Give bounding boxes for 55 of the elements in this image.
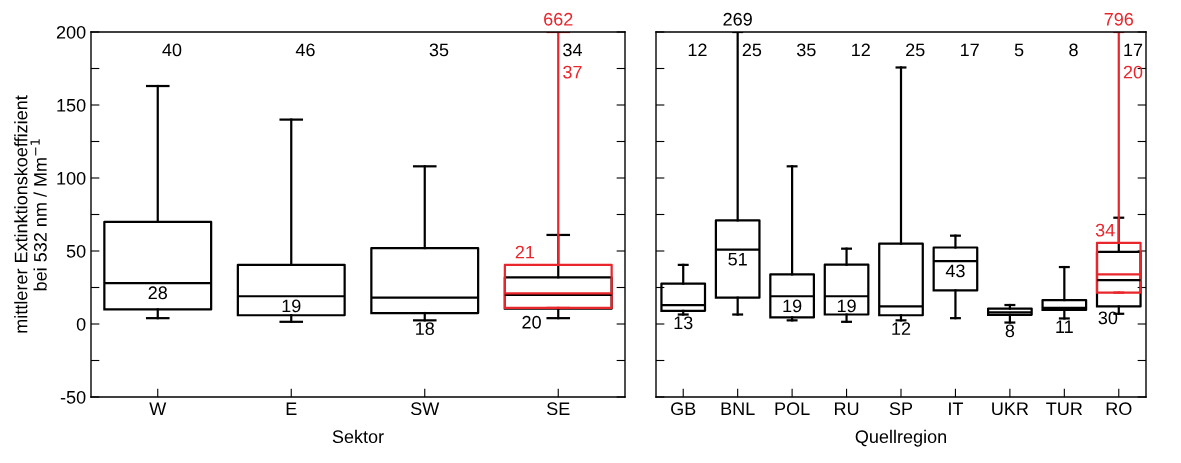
x-tick-label: SW [411,402,440,416]
text: 25 [906,43,925,57]
y-tick-label: 0 [76,317,86,331]
annotation: 796 [1104,12,1134,26]
annotation: 20 [522,315,541,329]
x-tick-label: E [286,402,297,415]
x-tick-label: TUR [1046,402,1083,416]
text: 5 [1014,43,1024,57]
annotation: 30 [1098,311,1118,325]
annotation: 18 [416,322,435,335]
annotation: 12 [892,322,911,335]
y-axis-title: mittlerer Extinktionskoeffizient bei 532 nm / Mm$^{−1}$ [14,95,47,333]
x-axis-title: Quellregion [855,429,946,447]
y-tick-label: 200 [56,25,86,39]
text: 12 [852,43,870,57]
x-tick-label: GB [671,402,696,416]
y-tick-label: 100 [57,171,86,185]
text: 12 [688,43,707,57]
x-tick-label: IT [949,402,964,415]
text: 17 [960,43,979,57]
text: 17 [1124,43,1143,57]
text: 35 [429,43,449,57]
x-tick-label: RO [1106,402,1132,416]
annotation: 51 [728,252,747,266]
annotation: 13 [674,316,693,330]
annotation: 19 [837,299,856,313]
annotation: 28 [148,286,168,300]
text: 40 [162,43,182,57]
annotation: 269 [723,12,752,26]
x-tick-label: UKR [992,402,1029,416]
x-tick-label: SP [889,402,913,416]
y-tick-label: 50 [66,244,86,258]
text: 25 [742,43,762,57]
text: 46 [295,43,315,57]
text: 35 [796,43,816,57]
x-axis-title: Sektor [332,429,384,444]
text: 34 [563,43,582,57]
x-tick-label: W [149,402,167,415]
x-tick-label: POL [775,402,810,416]
annotation: 43 [945,264,965,278]
x-tick-label: RU [835,402,859,416]
annotation: 19 [282,299,301,313]
y-tick-label: 150 [57,98,86,112]
annotation: 8 [1005,324,1015,338]
text: 37 [563,65,582,79]
annotation: 662 [544,12,573,26]
text: 20 [1123,65,1143,79]
annotation: 34 [1095,223,1115,237]
text: 8 [1069,43,1078,57]
y-tick-label: -50 [60,390,86,404]
annotation: 21 [515,245,535,259]
annotation: 19 [783,299,802,313]
annotation: 11 [1056,320,1073,333]
x-tick-label: BNL [721,402,755,415]
x-tick-label: SE [547,402,570,416]
